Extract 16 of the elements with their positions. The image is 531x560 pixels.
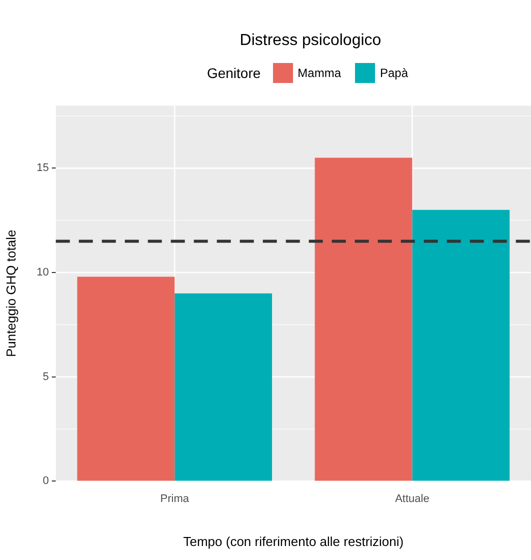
y-tick-label: 10 (36, 266, 49, 279)
x-axis-title: Tempo (con riferimento alle restrizioni) (183, 534, 404, 549)
bar (412, 210, 510, 481)
y-tick-label: 15 (36, 162, 49, 174)
legend-label: Mamma (298, 66, 341, 80)
y-axis-title: Punteggio GHQ totale (3, 230, 18, 357)
x-tick-label: Prima (160, 492, 190, 505)
y-tick-label: 0 (42, 475, 49, 488)
legend-title: Genitore (206, 65, 261, 81)
bar (314, 158, 412, 481)
x-tick-label: Attuale (395, 492, 430, 505)
bar (174, 293, 272, 481)
chart-title: Distress psicologico (238, 31, 382, 50)
y-tick-label: 5 (42, 370, 49, 383)
bar (77, 276, 175, 481)
legend-label: Papà (380, 66, 408, 80)
